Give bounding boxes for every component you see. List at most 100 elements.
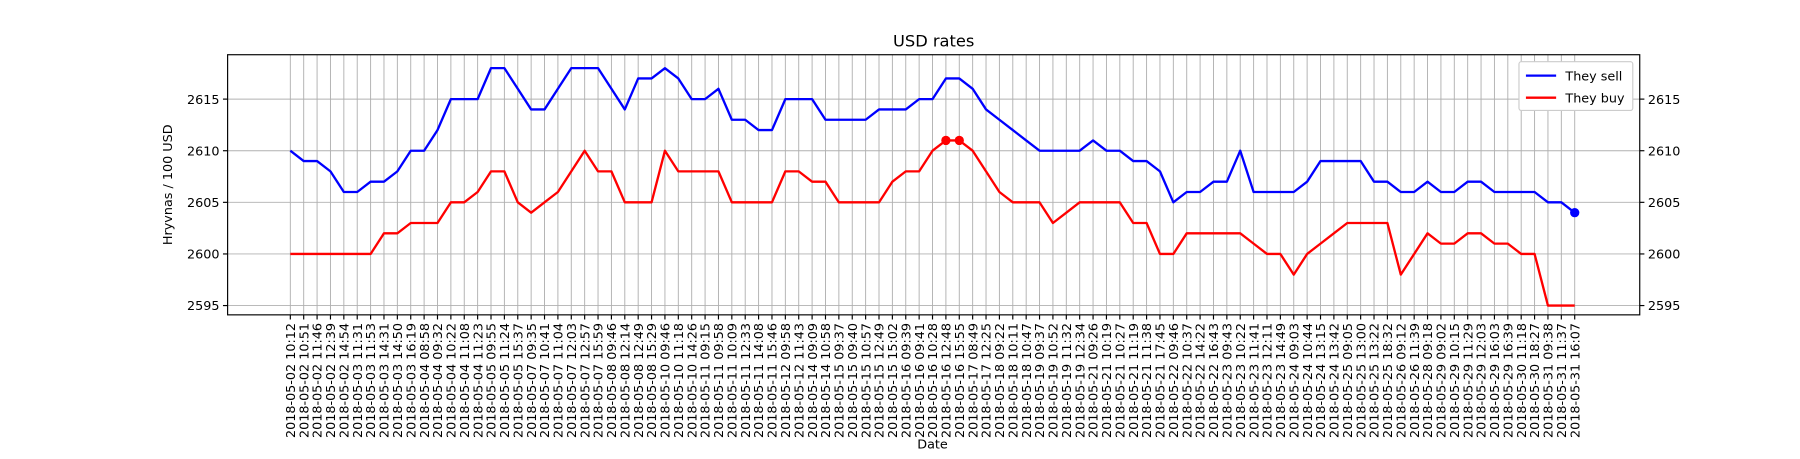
x-tick-label: 2018-05-31 16:07 [1568,323,1583,438]
x-tick-label: 2018-05-11 09:58 [712,323,727,438]
x-tick-label: 2018-05-02 11:46 [311,323,326,438]
y2-tick-label: 2610 [1648,144,1681,159]
x-tick-label: 2018-05-25 13:00 [1354,323,1369,438]
x-tick-label: 2018-05-07 12:57 [578,323,593,438]
x-tick-label: 2018-05-25 13:22 [1368,323,1383,438]
x-tick-label: 2018-05-15 09:40 [846,323,861,438]
legend: They sell They buy [1518,61,1634,112]
y2-tick-label: 2595 [1648,299,1681,314]
x-tick-label: 2018-05-05 11:24 [498,323,513,438]
x-tick-label: 2018-05-08 15:29 [645,323,660,438]
y-tick-label: 2595 [187,299,220,314]
x-tick-label: 2018-05-11 10:09 [725,323,740,438]
x-tick-label: 2018-05-04 08:58 [418,323,433,438]
x-tick-label: 2018-05-30 18:27 [1528,323,1543,438]
x-tick-label: 2018-05-12 09:58 [779,323,794,438]
x-tick-label: 2018-05-03 16:19 [404,323,419,438]
x-tick-label: 2018-05-02 12:39 [324,323,339,438]
x-tick-label: 2018-05-02 10:51 [297,323,312,438]
x-tick-label: 2018-05-23 09:43 [1221,323,1236,438]
x-tick-label: 2018-05-08 09:46 [605,323,620,438]
x-tick-label: 2018-05-23 11:41 [1247,323,1262,438]
x-tick-label: 2018-05-21 10:27 [1113,323,1128,438]
x-tick-label: 2018-05-07 09:35 [525,323,540,438]
x-tick-label: 2018-05-04 10:22 [445,323,460,438]
x-tick-label: 2018-05-08 12:14 [618,323,633,438]
x-tick-label: 2018-05-24 10:44 [1301,323,1316,438]
x-tick-label: 2018-05-22 10:37 [1180,323,1195,438]
x-tick-label: 2018-05-10 14:26 [685,323,700,438]
x-tick-label: 2018-05-18 10:47 [1020,323,1035,438]
x-tick-label: 2018-05-11 12:33 [739,323,754,438]
x-tick-label: 2018-05-24 09:03 [1287,323,1302,438]
x-tick-label: 2018-05-19 11:32 [1060,323,1075,438]
x-tick-label: 2018-05-15 10:57 [859,323,874,438]
x-tick-label: 2018-05-24 13:15 [1314,323,1329,438]
x-tick-label: 2018-05-04 09:32 [431,323,446,438]
x-tick-label: 2018-05-04 11:23 [471,323,486,438]
x-tick-label: 2018-05-31 11:37 [1555,323,1570,438]
legend-label: They sell [1564,69,1622,84]
x-tick-label: 2018-05-18 09:22 [993,323,1008,438]
x-tick-label: 2018-05-23 12:11 [1261,323,1276,438]
x-tick-label: 2018-05-21 17:45 [1154,323,1169,438]
x-tick-label: 2018-05-02 14:54 [337,323,352,438]
x-tick-label: 2018-05-17 08:49 [966,323,981,438]
x-tick-label: 2018-05-29 12:03 [1475,323,1490,438]
x-tick-label: 2018-05-17 12:25 [980,323,995,438]
x-tick-label: 2018-05-10 09:46 [659,323,674,438]
x-tick-label: 2018-05-19 12:34 [1073,323,1088,438]
x-tick-label: 2018-05-26 09:12 [1394,323,1409,438]
x-tick-label: 2018-05-07 11:04 [552,323,567,438]
x-tick-label: 2018-05-23 10:22 [1234,323,1249,438]
x-tick-label: 2018-05-12 11:43 [792,323,807,438]
x-tick-label: 2018-05-29 16:39 [1501,323,1516,438]
x-tick-label: 2018-05-29 16:03 [1488,323,1503,438]
x-tick-label: 2018-05-11 14:08 [752,323,767,438]
line-series [289,66,1576,214]
x-tick-label: 2018-05-15 15:02 [886,323,901,438]
y-tick-label: 2615 [187,93,220,108]
y-tick-label: 2600 [187,248,220,263]
x-tick-label: 2018-05-02 10:12 [284,323,299,438]
y2-tick-label: 2605 [1648,196,1681,211]
x-tick-label: 2018-05-29 11:29 [1461,323,1476,438]
x-tick-label: 2018-05-30 11:18 [1515,323,1530,438]
x-tick-label: 2018-05-25 09:05 [1341,323,1356,438]
y-tick-label: 2605 [187,196,220,211]
x-tick-label: 2018-05-31 09:38 [1542,323,1557,438]
chart-title: USD rates [893,32,974,51]
x-tick-label: 2018-05-07 15:59 [592,323,607,438]
x-tick-label: 2018-05-26 11:39 [1408,323,1423,438]
x-tick-label: 2018-05-16 12:48 [940,323,955,438]
x-tick-label: 2018-05-18 10:11 [1006,323,1021,438]
x-tick-label: 2018-05-11 15:46 [766,323,781,438]
legend-label: They buy [1564,91,1625,106]
x-tick-label: 2018-05-21 11:19 [1127,323,1142,438]
x-tick-label: 2018-05-05 15:37 [511,323,526,438]
x-tick-label: 2018-05-07 10:41 [538,323,553,438]
x-tick-label: 2018-05-29 10:15 [1448,323,1463,438]
y-tick-label: 2610 [187,144,220,159]
plot-frame [227,54,1641,316]
x-tick-label: 2018-05-10 11:18 [672,323,687,438]
x-tick-label: 2018-05-03 14:31 [378,323,393,438]
x-tick-label: 2018-05-03 11:31 [351,323,366,438]
x-tick-label: 2018-05-16 09:41 [913,323,928,438]
x-tick-label: 2018-05-21 09:26 [1087,323,1102,438]
x-tick-label: 2018-05-25 18:32 [1381,323,1396,438]
x-tick-label: 2018-05-28 09:18 [1421,323,1436,438]
x-tick-label: 2018-05-21 10:19 [1100,323,1115,438]
x-tick-label: 2018-05-23 14:49 [1274,323,1289,438]
x-tick-label: 2018-05-22 09:46 [1167,323,1182,438]
x-tick-label: 2018-05-16 15:55 [953,323,968,438]
x-tick-label: 2018-05-03 11:53 [364,323,379,438]
x-tick-label: 2018-05-16 09:39 [899,323,914,438]
x-tick-label: 2018-05-03 14:50 [391,323,406,438]
x-tick-label: 2018-05-22 14:22 [1194,323,1209,438]
x-tick-label: 2018-05-08 12:49 [632,323,647,438]
x-tick-label: 2018-05-04 11:08 [458,323,473,438]
x-axis-label: Date [917,437,948,452]
x-tick-label: 2018-05-19 10:52 [1047,323,1062,438]
x-tick-label: 2018-05-11 09:15 [699,323,714,438]
